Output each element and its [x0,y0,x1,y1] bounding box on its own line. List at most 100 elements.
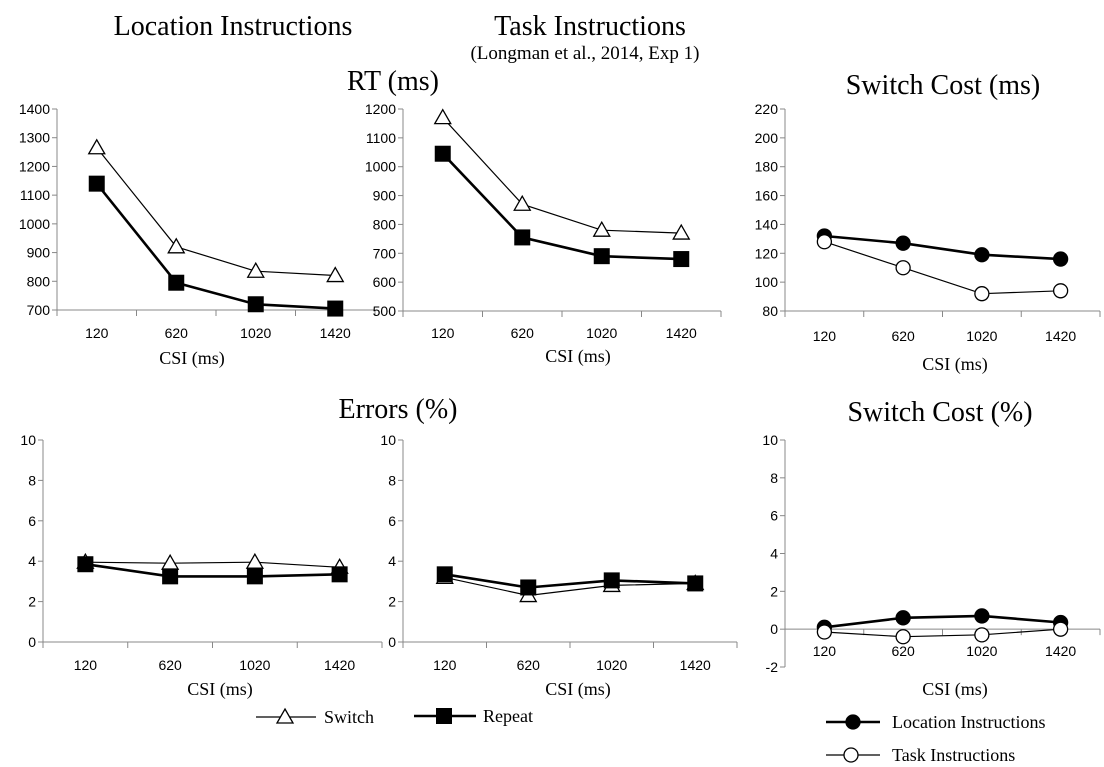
y-tick-label: 8 [770,470,778,486]
point-repeat [514,229,531,246]
y-tick-label: 1200 [19,158,50,174]
point-switch [87,138,106,155]
x-tick-label: 1420 [1045,328,1076,344]
heading-task-instructions: Task Instructions [494,11,686,42]
x-tick-label: 120 [813,328,837,344]
point-task-instructions [974,286,990,302]
point-repeat [88,175,105,192]
point-switch [433,108,452,125]
series-line-task-instructions [824,241,1061,295]
heading-rt: RT (ms) [347,66,439,97]
point-location-instructions [974,247,990,263]
legend-marker-circle [843,747,859,763]
y-tick-label: 0 [770,621,778,637]
y-tick-label: 900 [373,188,397,204]
point-switch [245,552,264,569]
x-tick-label: 1420 [320,325,351,341]
point-repeat [327,300,344,317]
y-tick-label: 8 [28,472,36,488]
y-tick-label: 600 [373,274,397,290]
y-tick-label: 120 [755,245,779,261]
x-axis-title: CSI (ms) [545,679,611,700]
point-location-instructions [895,235,911,251]
legend-left: Switch Repeat [256,706,533,727]
y-tick-label: 220 [755,101,779,117]
y-tick-label: 1400 [19,101,50,117]
y-tick-label: 80 [762,303,778,319]
chart-errors-location: 0 2 4 6 8 10 120 620 1020 1420 CSI (ms) [20,432,383,700]
point-task-instructions [895,260,911,276]
series-line-repeat [85,562,340,578]
heading-task-subtitle: (Longman et al., 2014, Exp 1) [470,43,699,64]
point-repeat [247,296,264,313]
point-repeat [520,579,537,596]
y-tick-label: 700 [27,302,51,318]
y-tick-label: 1100 [366,130,396,146]
x-axis-title: CSI (ms) [187,679,253,700]
legend-label: Repeat [483,706,533,726]
legend-marker-triangle [275,707,295,724]
heading-switch-cost-pct: Switch Cost (%) [847,397,1032,428]
series-line-switch [444,576,696,597]
x-tick-label: 620 [165,325,189,341]
point-switch [672,223,691,240]
y-tick-label: 180 [755,159,779,175]
legend-item-task-instructions: Task Instructions [826,745,1015,765]
heading-location-instructions: Location Instructions [114,11,353,42]
point-switch [326,266,345,283]
x-tick-label: 1020 [240,325,271,341]
point-location-instructions [895,610,911,626]
x-tick-label: 620 [158,657,182,673]
series-line-switch [85,561,340,568]
y-tick-label: 4 [28,553,36,569]
y-tick-label: 4 [388,553,396,569]
x-axis-title: CSI (ms) [159,348,225,369]
point-repeat [77,556,94,573]
point-switch [246,261,265,278]
y-tick-label: 1200 [365,101,396,117]
point-task-instructions [1052,621,1069,637]
y-tick-label: 500 [373,303,397,319]
x-tick-label: 1420 [1045,643,1076,659]
chart-rt-task: 500 600 700 800 900 1000 1100 1200 120 620 1020 142… [365,101,722,367]
x-axis-title: CSI (ms) [545,346,611,367]
x-tick-label: 1420 [324,657,355,673]
chart-errors-task: 0 2 4 6 8 10 120 620 1020 1420 CSI (ms) [380,432,738,700]
point-repeat [673,251,690,268]
legend-label: Task Instructions [892,745,1015,765]
x-tick-label: 620 [511,325,535,341]
legend-label: Location Instructions [892,712,1045,732]
chart-switch-cost-ms: 80 100 120 140 160 180 200 220 120 620 1020 1420 CSI… [755,101,1101,375]
point-repeat [687,575,704,592]
y-tick-label: 800 [373,216,397,232]
series-line-switch [442,117,682,234]
point-task-instructions [816,624,833,640]
x-tick-label: 120 [813,643,837,659]
y-tick-label: 1300 [19,130,50,146]
x-tick-label: 1020 [586,325,617,341]
heading-switch-cost-ms: Switch Cost (ms) [846,70,1040,101]
point-repeat [246,568,263,585]
x-tick-label: 1020 [239,657,270,673]
legend-item-location-instructions: Location Instructions [826,712,1045,732]
point-repeat [434,145,451,162]
y-tick-label: 1100 [20,187,50,203]
point-task-instructions [895,629,911,645]
heading-errors: Errors (%) [339,394,458,425]
series-line-location-instructions [824,234,1061,261]
y-tick-label: 1000 [365,159,396,175]
legend-marker-circle [845,714,861,730]
point-repeat [162,568,179,585]
chart-switch-cost-pct: -2 0 2 4 6 8 10 120 620 1020 1420 CSI (ms) [762,432,1101,700]
y-tick-label: 2 [28,594,36,610]
point-repeat [168,274,185,291]
legend-right: Location Instructions Task Instructions [826,712,1045,765]
point-location-instructions [974,608,990,624]
y-tick-label: 900 [27,245,51,261]
point-switch [161,553,180,570]
legend-marker-square [436,708,452,724]
chart-rt-location: 700 800 900 1000 1100 1200 1300 1400 120 620 1020 1… [19,101,376,369]
y-tick-label: 140 [755,216,779,232]
